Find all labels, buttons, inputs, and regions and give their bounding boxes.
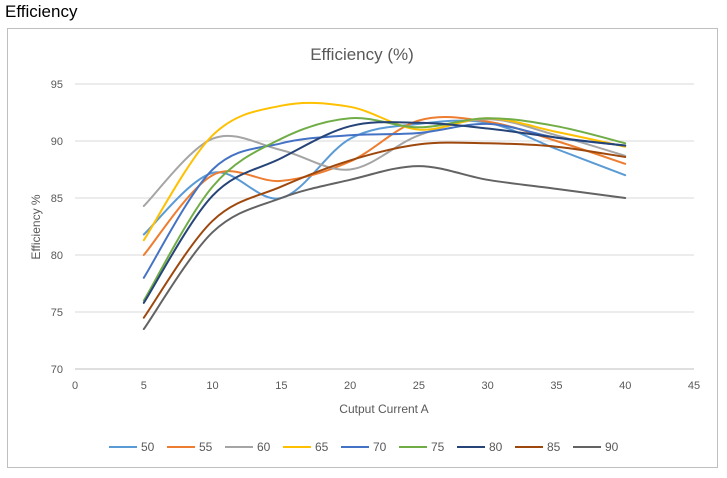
series-line-80 [142, 121, 627, 304]
page-heading: Efficiency [5, 2, 78, 21]
x-tick-label: 20 [344, 380, 356, 392]
legend-label: 80 [489, 440, 503, 454]
legend-item-80: 80 [457, 440, 503, 454]
legend-item-90: 90 [573, 440, 619, 454]
legend-label: 50 [141, 440, 155, 454]
x-tick-label: 30 [482, 380, 494, 392]
x-axis-ticks: 0 5 10 15 20 25 30 35 40 45 [72, 380, 700, 392]
legend-item-50: 50 [109, 440, 155, 454]
legend-item-75: 75 [399, 440, 445, 454]
x-tick-label: 35 [550, 380, 562, 392]
y-axis-ticks: 70 75 80 85 90 95 [51, 79, 63, 376]
legend-label: 60 [257, 440, 271, 454]
y-tick-label: 95 [51, 79, 63, 91]
legend-item-65: 65 [283, 440, 329, 454]
series-lines [142, 101, 627, 331]
y-tick-label: 85 [51, 193, 63, 205]
legend-label: 90 [605, 440, 619, 454]
series-line-55 [142, 116, 627, 256]
x-tick-label: 5 [141, 380, 147, 392]
x-tick-label: 45 [688, 380, 700, 392]
legend-label: 75 [431, 440, 445, 454]
legend-item-85: 85 [515, 440, 561, 454]
gridlines [75, 83, 694, 370]
y-tick-label: 90 [51, 136, 63, 148]
legend-label: 65 [315, 440, 329, 454]
x-tick-label: 40 [619, 380, 631, 392]
x-tick-label: 10 [206, 380, 218, 392]
series-line-85 [142, 141, 627, 319]
x-tick-label: 0 [72, 380, 78, 392]
y-tick-label: 80 [51, 250, 63, 262]
legend-item-70: 70 [341, 440, 387, 454]
legend: 50 55 60 65 70 75 80 85 90 [109, 440, 619, 454]
x-axis-label: Cutput Current A [339, 402, 428, 416]
y-axis-label: Efficiency % [29, 194, 43, 259]
x-tick-label: 25 [413, 380, 425, 392]
series-line-75 [142, 117, 627, 302]
legend-label: 55 [199, 440, 213, 454]
legend-item-55: 55 [167, 440, 213, 454]
series-line-90 [142, 165, 627, 331]
chart-frame [7, 28, 718, 468]
legend-item-60: 60 [225, 440, 271, 454]
chart-title: Efficiency (%) [310, 45, 414, 64]
series-line-65 [142, 101, 627, 242]
x-tick-label: 15 [275, 380, 287, 392]
y-tick-label: 70 [51, 364, 63, 376]
series-line-60 [142, 118, 627, 207]
legend-label: 70 [373, 440, 387, 454]
legend-label: 85 [547, 440, 561, 454]
y-tick-label: 75 [51, 307, 63, 319]
